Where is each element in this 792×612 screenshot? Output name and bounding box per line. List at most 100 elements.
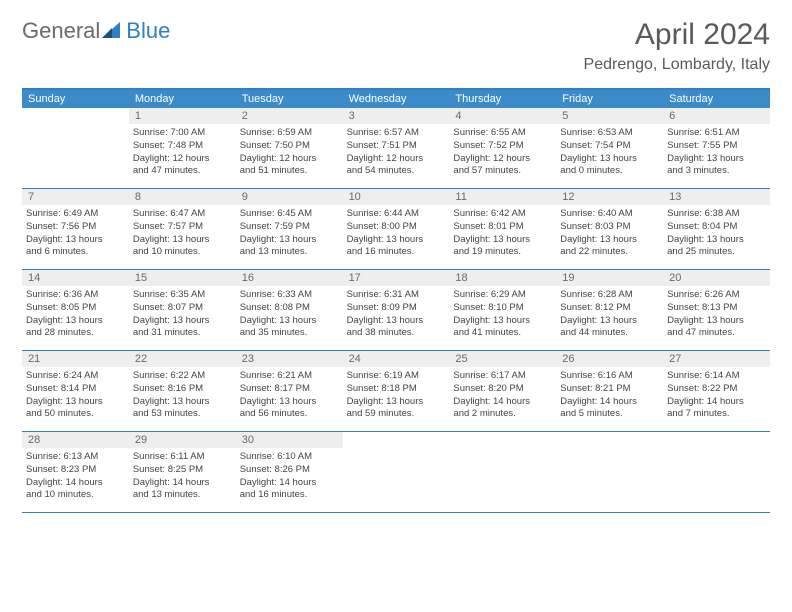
daylight-text: Daylight: 13 hours [26,315,125,328]
weekday-wed: Wednesday [343,90,450,108]
day-number: 30 [236,432,343,448]
daylight-text: and 53 minutes. [133,408,232,421]
daylight-text: Daylight: 13 hours [240,315,339,328]
day-number: 2 [236,108,343,124]
daylight-text: and 6 minutes. [26,246,125,259]
sunset-text: Sunset: 7:50 PM [240,140,339,153]
sunrise-text: Sunrise: 6:59 AM [240,127,339,140]
day-number: 14 [22,270,129,286]
sunset-text: Sunset: 7:56 PM [26,221,125,234]
daylight-text: Daylight: 12 hours [347,153,446,166]
sunrise-text: Sunrise: 6:17 AM [453,370,552,383]
sunrise-text: Sunrise: 6:51 AM [667,127,766,140]
day-cell: 15Sunrise: 6:35 AMSunset: 8:07 PMDayligh… [129,270,236,350]
day-cell: 25Sunrise: 6:17 AMSunset: 8:20 PMDayligh… [449,351,556,431]
day-cell [663,432,770,512]
day-number: 3 [343,108,450,124]
sunset-text: Sunset: 8:01 PM [453,221,552,234]
sunset-text: Sunset: 8:07 PM [133,302,232,315]
weekday-sun: Sunday [22,90,129,108]
sunset-text: Sunset: 8:16 PM [133,383,232,396]
daylight-text: and 31 minutes. [133,327,232,340]
sunrise-text: Sunrise: 6:24 AM [26,370,125,383]
logo: General Blue [22,18,170,44]
logo-text-2: Blue [126,18,170,44]
daylight-text: and 16 minutes. [347,246,446,259]
sunset-text: Sunset: 8:04 PM [667,221,766,234]
daylight-text: and 22 minutes. [560,246,659,259]
sunset-text: Sunset: 7:54 PM [560,140,659,153]
sunset-text: Sunset: 8:22 PM [667,383,766,396]
daylight-text: Daylight: 13 hours [26,396,125,409]
daylight-text: Daylight: 13 hours [453,315,552,328]
sunrise-text: Sunrise: 6:10 AM [240,451,339,464]
sunset-text: Sunset: 7:55 PM [667,140,766,153]
daylight-text: Daylight: 13 hours [453,234,552,247]
daylight-text: Daylight: 12 hours [133,153,232,166]
day-number: 18 [449,270,556,286]
daylight-text: and 2 minutes. [453,408,552,421]
sunrise-text: Sunrise: 6:19 AM [347,370,446,383]
sunset-text: Sunset: 8:14 PM [26,383,125,396]
daylight-text: Daylight: 14 hours [240,477,339,490]
sunrise-text: Sunrise: 6:13 AM [26,451,125,464]
sunrise-text: Sunrise: 6:33 AM [240,289,339,302]
daylight-text: Daylight: 13 hours [560,234,659,247]
sunset-text: Sunset: 8:05 PM [26,302,125,315]
daylight-text: and 13 minutes. [240,246,339,259]
sunrise-text: Sunrise: 6:47 AM [133,208,232,221]
day-number: 20 [663,270,770,286]
daylight-text: Daylight: 14 hours [133,477,232,490]
daylight-text: Daylight: 13 hours [240,396,339,409]
day-cell: 23Sunrise: 6:21 AMSunset: 8:17 PMDayligh… [236,351,343,431]
day-cell: 28Sunrise: 6:13 AMSunset: 8:23 PMDayligh… [22,432,129,512]
day-cell: 27Sunrise: 6:14 AMSunset: 8:22 PMDayligh… [663,351,770,431]
sunrise-text: Sunrise: 6:45 AM [240,208,339,221]
day-cell: 10Sunrise: 6:44 AMSunset: 8:00 PMDayligh… [343,189,450,269]
day-number: 24 [343,351,450,367]
daylight-text: and 3 minutes. [667,165,766,178]
sunrise-text: Sunrise: 6:28 AM [560,289,659,302]
daylight-text: Daylight: 13 hours [560,315,659,328]
day-number: 1 [129,108,236,124]
daylight-text: and 0 minutes. [560,165,659,178]
day-cell: 1Sunrise: 7:00 AMSunset: 7:48 PMDaylight… [129,108,236,188]
daylight-text: Daylight: 14 hours [667,396,766,409]
day-cell [22,108,129,188]
day-cell: 16Sunrise: 6:33 AMSunset: 8:08 PMDayligh… [236,270,343,350]
sunrise-text: Sunrise: 6:40 AM [560,208,659,221]
sunrise-text: Sunrise: 6:22 AM [133,370,232,383]
sunrise-text: Sunrise: 6:42 AM [453,208,552,221]
sunset-text: Sunset: 8:10 PM [453,302,552,315]
sunrise-text: Sunrise: 6:26 AM [667,289,766,302]
daylight-text: and 10 minutes. [26,489,125,502]
day-cell: 18Sunrise: 6:29 AMSunset: 8:10 PMDayligh… [449,270,556,350]
sunset-text: Sunset: 8:18 PM [347,383,446,396]
sunset-text: Sunset: 8:26 PM [240,464,339,477]
weekday-tue: Tuesday [236,90,343,108]
day-cell: 24Sunrise: 6:19 AMSunset: 8:18 PMDayligh… [343,351,450,431]
day-number: 15 [129,270,236,286]
location-text: Pedrengo, Lombardy, Italy [584,56,770,74]
sunset-text: Sunset: 8:17 PM [240,383,339,396]
week-row: 1Sunrise: 7:00 AMSunset: 7:48 PMDaylight… [22,108,770,189]
daylight-text: Daylight: 13 hours [133,234,232,247]
day-number: 23 [236,351,343,367]
daylight-text: and 47 minutes. [667,327,766,340]
sunset-text: Sunset: 8:23 PM [26,464,125,477]
sunset-text: Sunset: 8:00 PM [347,221,446,234]
sunset-text: Sunset: 8:20 PM [453,383,552,396]
day-number: 22 [129,351,236,367]
day-number: 4 [449,108,556,124]
daylight-text: Daylight: 13 hours [667,153,766,166]
day-cell: 29Sunrise: 6:11 AMSunset: 8:25 PMDayligh… [129,432,236,512]
day-cell: 6Sunrise: 6:51 AMSunset: 7:55 PMDaylight… [663,108,770,188]
daylight-text: Daylight: 14 hours [26,477,125,490]
weekday-thu: Thursday [449,90,556,108]
week-row: 14Sunrise: 6:36 AMSunset: 8:05 PMDayligh… [22,270,770,351]
daylight-text: Daylight: 13 hours [240,234,339,247]
daylight-text: and 59 minutes. [347,408,446,421]
page-title: April 2024 [584,18,770,52]
day-number: 7 [22,189,129,205]
sunset-text: Sunset: 8:13 PM [667,302,766,315]
